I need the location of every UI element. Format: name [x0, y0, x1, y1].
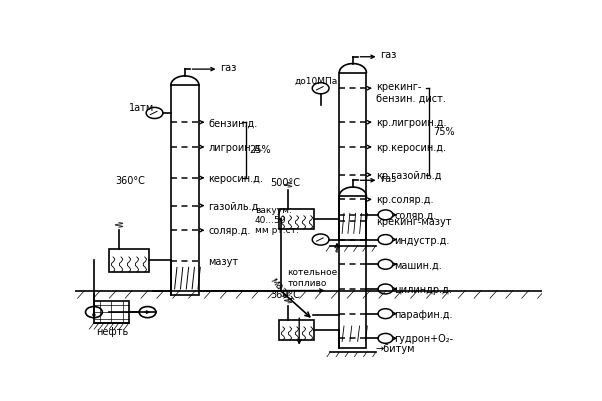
Bar [340, 73, 367, 239]
Bar [109, 249, 149, 272]
Text: газ: газ [380, 50, 396, 60]
Text: нефть: нефть [96, 327, 128, 337]
Text: соляр.д.: соляр.д. [394, 211, 436, 221]
Text: кр.газойль.д: кр.газойль.д [376, 171, 441, 181]
Text: котельное
топливо: котельное топливо [288, 269, 338, 288]
Text: 75%: 75% [433, 127, 455, 137]
Text: газойль.д.: газойль.д. [208, 202, 262, 212]
Text: индустр.д.: индустр.д. [394, 235, 450, 245]
Text: кр.соляр.д.: кр.соляр.д. [376, 195, 433, 205]
Text: до10МПа: до10МПа [295, 77, 338, 86]
Text: вакуум:
40...50
мм рт.ст.: вакуум: 40...50 мм рт.ст. [255, 206, 299, 235]
Bar [279, 209, 314, 229]
Text: соляр.д.: соляр.д. [208, 226, 250, 236]
Text: мазут: мазут [208, 257, 238, 267]
Text: керосин.д.: керосин.д. [208, 174, 263, 184]
Text: бензин.д.: бензин.д. [208, 118, 258, 128]
Text: 1атм: 1атм [129, 103, 154, 113]
Text: крекинг-: крекинг- [376, 82, 421, 92]
Bar [340, 196, 367, 348]
Text: 25%: 25% [249, 145, 271, 155]
Text: 500°С: 500°С [270, 178, 300, 188]
Bar [279, 320, 314, 340]
Text: кр.лигроин.д.: кр.лигроин.д. [376, 118, 446, 128]
Text: газ: газ [380, 174, 396, 184]
Text: парафин.д.: парафин.д. [394, 310, 453, 320]
Text: газ: газ [220, 63, 236, 73]
Text: гудрон+О₂-: гудрон+О₂- [394, 334, 453, 344]
Text: бензин. дист.: бензин. дист. [376, 94, 445, 104]
Text: мазут: мазут [269, 275, 296, 305]
Text: крекинг-мазут: крекинг-мазут [376, 217, 452, 227]
Bar [171, 85, 199, 295]
Text: лигроин.д.: лигроин.д. [208, 143, 264, 153]
Bar [94, 301, 129, 323]
Text: 360°С: 360°С [115, 176, 145, 186]
Text: цилиндр.д.: цилиндр.д. [394, 285, 452, 295]
Text: кр.керосин.д.: кр.керосин.д. [376, 143, 445, 153]
Text: машин.д.: машин.д. [394, 260, 442, 270]
Text: 360°С: 360°С [270, 290, 300, 300]
Text: →битум: →битум [376, 344, 415, 354]
